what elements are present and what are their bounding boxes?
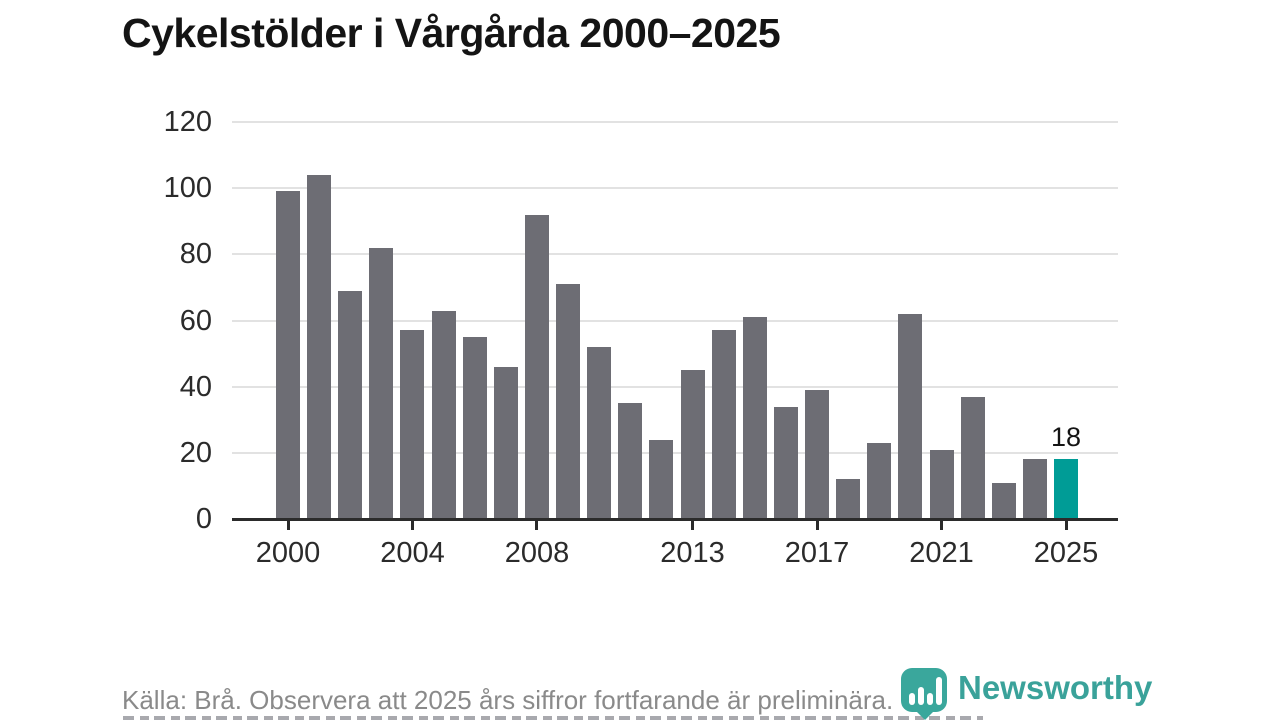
bar-2003 bbox=[369, 247, 394, 519]
y-axis-tick-label: 100 bbox=[163, 172, 212, 205]
gridline-100 bbox=[232, 187, 1118, 190]
bar-2019 bbox=[867, 442, 892, 519]
bar-2007 bbox=[493, 366, 518, 519]
bar-2001 bbox=[307, 174, 332, 519]
footer-source-text: Källa: Brå. Observera att 2025 års siffr… bbox=[122, 685, 894, 715]
x-axis-tick-label: 2017 bbox=[784, 537, 850, 569]
bar-2023 bbox=[991, 482, 1016, 519]
x-axis-tick-label: 2008 bbox=[504, 537, 570, 569]
bar-2013 bbox=[680, 370, 705, 519]
bar-2010 bbox=[587, 346, 612, 519]
newsworthy-logo-icon bbox=[898, 666, 950, 720]
gridline-80 bbox=[232, 253, 1118, 256]
bar-2017 bbox=[805, 389, 830, 519]
x-axis-tick-2021 bbox=[940, 520, 944, 530]
y-axis-tick-label: 80 bbox=[179, 238, 212, 271]
x-axis-tick-2008 bbox=[535, 520, 539, 530]
bar-2018 bbox=[836, 479, 861, 519]
newsworthy-logo-text: Newsworthy bbox=[958, 669, 1153, 706]
gridline-120 bbox=[232, 121, 1118, 123]
bar-2016 bbox=[773, 406, 798, 519]
bar-value-label: 18 bbox=[1050, 422, 1082, 453]
bar-2025-highlighted bbox=[1054, 459, 1078, 519]
x-axis-tick-label: 2013 bbox=[660, 537, 725, 569]
bar-2009 bbox=[556, 284, 581, 519]
x-axis-tick-label: 2004 bbox=[380, 537, 445, 569]
bar-2005 bbox=[431, 310, 456, 519]
bar-2011 bbox=[618, 403, 643, 519]
bar-2015 bbox=[742, 317, 767, 519]
y-axis-tick-label: 40 bbox=[179, 370, 212, 403]
x-axis-tick-2004 bbox=[410, 520, 414, 530]
gridline-20 bbox=[232, 451, 1118, 454]
bar-2012 bbox=[649, 439, 674, 519]
bar-2020 bbox=[898, 313, 923, 519]
bar-2006 bbox=[462, 337, 487, 519]
bar-2014 bbox=[711, 330, 736, 519]
y-axis-tick-label: 120 bbox=[163, 106, 212, 138]
x-axis-tick-label: 2021 bbox=[909, 537, 974, 569]
x-axis-tick-2025 bbox=[1064, 520, 1068, 530]
x-axis-tick-2017 bbox=[815, 520, 819, 530]
bar-2021 bbox=[929, 449, 954, 519]
x-axis-tick-label: 2025 bbox=[1033, 537, 1099, 569]
x-axis-tick-2000 bbox=[286, 520, 290, 530]
bar-2004 bbox=[400, 330, 425, 519]
x-axis-tick-label: 2000 bbox=[255, 537, 321, 569]
bar-2000 bbox=[276, 191, 300, 519]
x-axis-line bbox=[232, 517, 1118, 521]
bar-2022 bbox=[960, 396, 985, 519]
y-axis-tick-label: 20 bbox=[179, 436, 212, 469]
newsworthy-logo[interactable]: Newsworthy bbox=[898, 666, 1152, 720]
bar-2024 bbox=[1022, 459, 1047, 519]
x-axis-tick-2013 bbox=[691, 520, 695, 530]
bar-2008 bbox=[524, 214, 549, 519]
clipped-text-line bbox=[123, 716, 983, 720]
y-axis-tick-label: 0 bbox=[195, 503, 212, 535]
gridline-40 bbox=[232, 385, 1118, 388]
gridline-60 bbox=[232, 319, 1118, 322]
page-title: Cykelstölder i Vårgårda 2000–2025 bbox=[122, 10, 781, 56]
bar-2002 bbox=[338, 290, 363, 519]
y-axis-tick-label: 60 bbox=[179, 304, 212, 337]
